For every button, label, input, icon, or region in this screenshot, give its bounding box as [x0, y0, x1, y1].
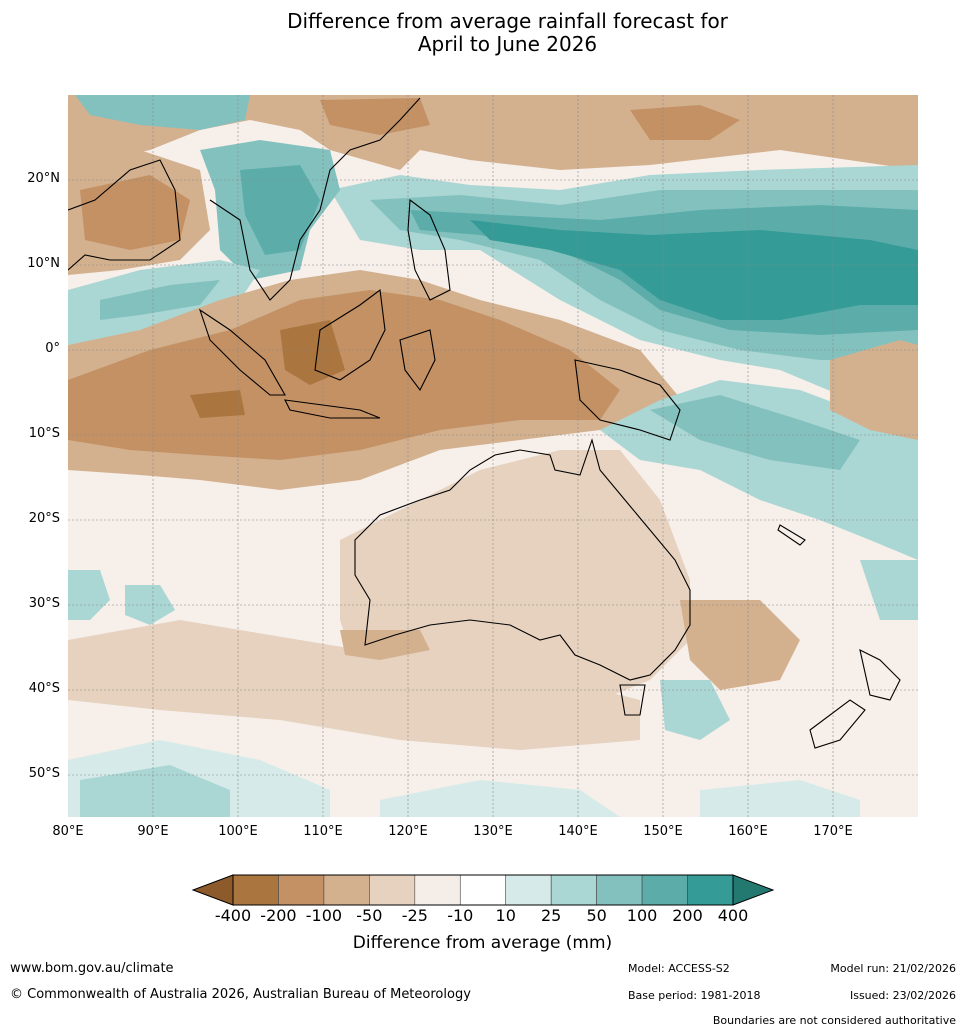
lat-label-0: 0°: [45, 341, 60, 356]
disclaimer-text: Boundaries are not considered authoritat…: [712, 1014, 956, 1027]
issued-text: Issued: 23/02/2026: [849, 989, 956, 1002]
colorbar-cell: [278, 874, 325, 906]
colorbar-tick-label: -100: [305, 906, 343, 925]
lon-label-150e: 150°E: [643, 824, 683, 839]
lon-label-80e: 80°E: [52, 824, 84, 839]
colorbar-cell: [232, 874, 279, 906]
colorbar-extend-high: [732, 874, 775, 906]
himalaya-wet: [75, 95, 250, 130]
lat-label-30s: 30°S: [28, 596, 60, 611]
copyright-text: © Commonwealth of Australia 2026, Austra…: [10, 987, 471, 1002]
model-run-text: Model run: 21/02/2026: [830, 962, 956, 975]
north-dry-core-2: [630, 105, 740, 140]
tasmania-coast: [619, 684, 646, 716]
sumatra-coast: [198, 308, 286, 396]
title-line-1: Difference from average rainfall forecas…: [287, 9, 728, 33]
north-dry-core: [320, 98, 430, 135]
model-text: Model: ACCESS-S2: [628, 962, 730, 975]
base-period-text: Base period: 1981-2018: [628, 989, 761, 1002]
lat-label-20s: 20°S: [28, 511, 60, 526]
coastlines: [68, 97, 901, 749]
southern-ocean-wet-3: [700, 780, 860, 817]
southern-ocean-wet-2: [380, 780, 620, 817]
tasman-wet: [660, 680, 730, 740]
indian-ocean-wet-core: [100, 280, 220, 320]
colorbar-title: Difference from average (mm): [352, 933, 613, 953]
colorbar-cell: [641, 874, 688, 906]
grid-lines: [68, 95, 918, 817]
colorbar-cell: [414, 874, 461, 906]
colorbar-cells: [191, 874, 775, 906]
sulawesi-coast: [399, 329, 436, 392]
lon-label-160e: 160°E: [728, 824, 768, 839]
colorbar-tick-label: 50: [586, 906, 607, 925]
colorbar-tick-label: -400: [214, 906, 252, 925]
colorbar-cell: [550, 874, 597, 906]
lon-label-120e: 120°E: [388, 824, 428, 839]
website-link[interactable]: www.bom.gov.au/climate: [10, 961, 174, 976]
lon-label-90e: 90°E: [137, 824, 169, 839]
colorbar-cell: [369, 874, 416, 906]
new-guinea-coast: [574, 359, 681, 441]
lat-label-10s: 10°S: [28, 426, 60, 441]
australia-dry-pale: [340, 450, 690, 700]
lon-label-140e: 140°E: [558, 824, 598, 839]
borneo-dry-core: [280, 320, 345, 385]
lon-label-100e: 100°E: [218, 824, 258, 839]
pacific-wet-core: [470, 220, 918, 320]
australia-coast: [354, 438, 691, 681]
java-coast: [284, 399, 381, 419]
philippines-coast: [407, 198, 451, 301]
colorbar-tick-label: 25: [540, 906, 562, 925]
colorbar-cell: [459, 874, 507, 906]
colorbar-cell: [323, 874, 370, 906]
east-pacific-dry: [830, 340, 918, 440]
lon-label-130e: 130°E: [473, 824, 513, 839]
lat-label-50s: 50°S: [28, 766, 60, 781]
bengal-dry-core: [80, 175, 190, 250]
colorbar-tick-label: 10: [495, 906, 516, 925]
india-coast: [68, 159, 181, 271]
lon-label-170e: 170°E: [813, 824, 853, 839]
colorbar-tick-label: 100: [626, 906, 658, 925]
nz-east-wet: [860, 560, 918, 620]
se-dry: [680, 600, 800, 690]
map-title: Difference from average rainfall forecas…: [0, 10, 965, 56]
sw-wet-patch: [68, 570, 110, 620]
colorbar-tick-label: -10: [447, 906, 474, 925]
borneo-coast: [314, 288, 386, 381]
south-dry-band: [68, 620, 640, 750]
coral-sea-wet-core: [650, 395, 860, 470]
colorbar-cell: [687, 874, 734, 906]
colorbar-cell: [505, 874, 552, 906]
equatorial-dry-core: [190, 390, 245, 418]
colorbar-outline: [232, 874, 734, 906]
colorbar-tick-label: -25: [401, 906, 428, 925]
new-caledonia-coast: [777, 524, 806, 546]
title-line-2: April to June 2026: [417, 32, 598, 56]
nz-south-coast: [809, 699, 866, 749]
lon-label-110e: 110°E: [303, 824, 343, 839]
southern-ocean-wet-core: [80, 765, 230, 817]
colorbar-extend-low: [191, 874, 234, 906]
indochina-coast: [209, 97, 421, 301]
indochina-wet-core: [240, 165, 320, 255]
colorbar-cell: [596, 874, 643, 906]
lat-label-40s: 40°S: [28, 681, 60, 696]
rainfall-map: [68, 95, 918, 817]
lat-label-10n: 10°N: [27, 256, 60, 271]
colorbar-tick-label: 400: [717, 906, 749, 925]
bight-dry: [340, 630, 430, 660]
colorbar-tick-label: -200: [260, 906, 297, 925]
colorbar-tick-label: 200: [672, 906, 703, 925]
lat-label-20n: 20°N: [27, 171, 60, 186]
colorbar-tick-label: -50: [356, 906, 383, 925]
nz-north-coast: [859, 648, 901, 701]
